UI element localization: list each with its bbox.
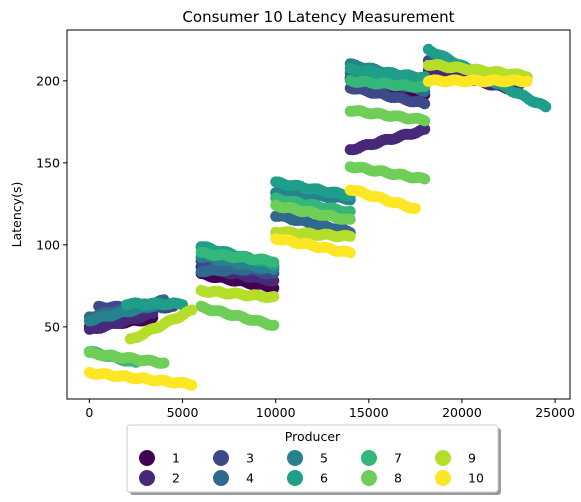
point-series-8 [158, 357, 170, 369]
point-series-8 [419, 115, 431, 127]
legend-marker-8 [361, 470, 377, 486]
legend-label-2: 2 [172, 471, 180, 486]
points-layer [83, 43, 552, 391]
legend-marker-3 [213, 450, 229, 466]
x-axis-ticks: 0 5000 10000 15000 20000 25000 [85, 399, 575, 420]
point-series-9 [344, 230, 356, 242]
point-series-8 [344, 213, 356, 225]
point-series-9 [186, 304, 198, 316]
legend-entries: 1 2 3 4 5 6 7 8 9 10 [139, 450, 484, 486]
point-series-10 [521, 75, 533, 87]
legend-marker-9 [435, 450, 451, 466]
point-series-7 [268, 256, 280, 268]
y-tick-label: 100 [36, 237, 60, 252]
legend-marker-5 [287, 450, 303, 466]
y-axis-label: Latency(s) [9, 182, 24, 248]
x-tick-label: 10000 [256, 405, 296, 420]
point-series-2 [419, 123, 431, 135]
plot-frame [66, 29, 571, 400]
legend-marker-7 [361, 450, 377, 466]
legend-label-9: 9 [468, 451, 476, 466]
point-series-10 [409, 203, 421, 214]
x-tick-label: 20000 [442, 405, 482, 420]
point-series-8 [268, 319, 280, 331]
legend-label-6: 6 [320, 471, 328, 486]
point-series-10 [186, 379, 198, 391]
x-tick-label: 15000 [349, 405, 389, 420]
x-tick-label: 0 [85, 405, 93, 420]
legend-marker-4 [213, 470, 229, 486]
legend: Producer 1 2 3 4 5 6 7 8 9 10 [126, 424, 501, 495]
legend-marker-10 [435, 470, 451, 486]
y-axis-ticks: 50 100 150 200 [36, 73, 67, 334]
x-tick-label: 5000 [167, 405, 199, 420]
legend-label-4: 4 [246, 471, 254, 486]
x-tick-label: 25000 [535, 405, 575, 420]
chart-title: Consumer 10 Latency Measurement [182, 8, 454, 26]
legend-title: Producer [285, 429, 341, 444]
legend-label-7: 7 [394, 451, 402, 466]
legend-marker-6 [287, 470, 303, 486]
point-series-9 [268, 291, 280, 302]
legend-label-3: 3 [246, 451, 254, 466]
point-series-10 [344, 247, 356, 259]
legend-label-8: 8 [394, 471, 402, 486]
point-series-3 [419, 98, 431, 110]
legend-label-1: 1 [172, 451, 180, 466]
y-tick-label: 50 [44, 319, 60, 334]
y-tick-label: 150 [36, 155, 60, 170]
legend-label-5: 5 [320, 451, 328, 466]
legend-marker-1 [139, 450, 155, 466]
legend-marker-2 [139, 470, 155, 486]
y-tick-label: 200 [36, 73, 60, 88]
point-series-8 [419, 173, 431, 185]
legend-label-10: 10 [468, 471, 484, 486]
point-series-6 [540, 101, 552, 113]
